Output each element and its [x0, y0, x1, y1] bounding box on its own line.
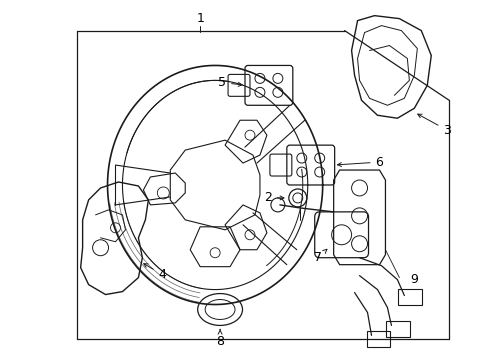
Text: 2: 2	[264, 192, 284, 204]
Text: 5: 5	[218, 76, 242, 89]
Text: 8: 8	[216, 329, 224, 348]
Text: 1: 1	[196, 12, 203, 25]
Text: 9: 9	[409, 273, 417, 286]
Text: 6: 6	[337, 156, 383, 168]
Text: 3: 3	[417, 114, 450, 137]
Text: 4: 4	[143, 264, 166, 281]
Text: 7: 7	[313, 249, 326, 264]
